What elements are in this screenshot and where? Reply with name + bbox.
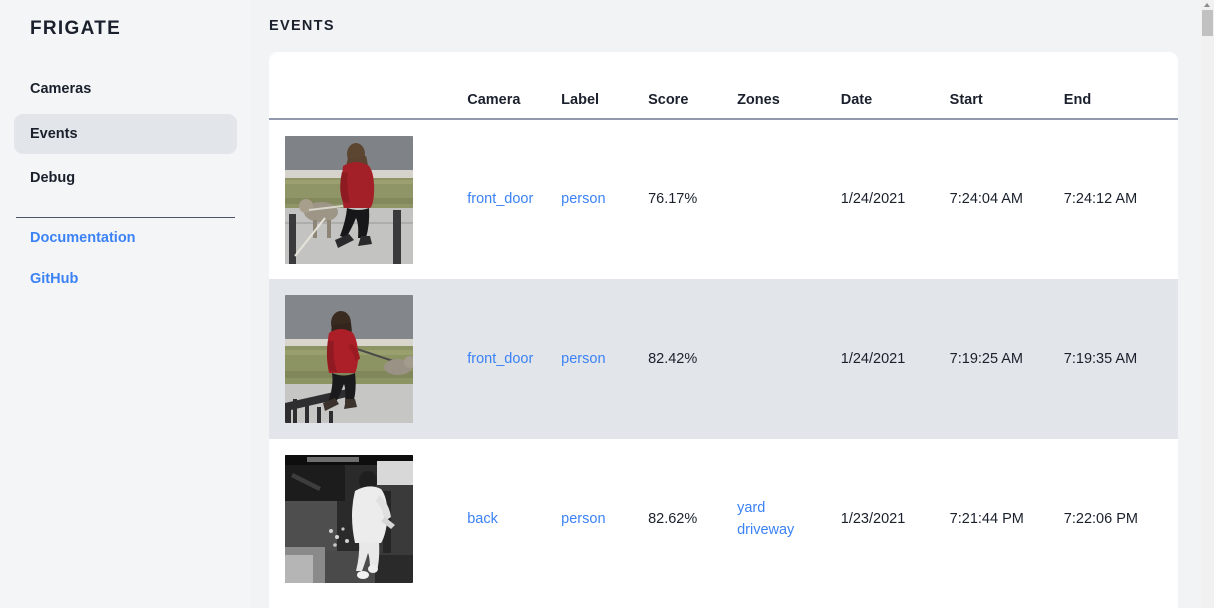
event-end-cell: 7:22:06 PM bbox=[1063, 510, 1138, 527]
events-card: Camera Label Score Zones Date Start End bbox=[269, 52, 1178, 608]
event-score-cell: 76.17% bbox=[648, 191, 698, 208]
column-header-end[interactable]: End bbox=[1063, 52, 1178, 120]
scroll-up-arrow-icon[interactable] bbox=[1202, 0, 1213, 10]
event-thumbnail-cell bbox=[269, 119, 451, 279]
event-label-cell: person bbox=[561, 279, 648, 439]
sidebar-item-debug[interactable]: Debug bbox=[30, 170, 76, 187]
event-score-cell: 82.42% bbox=[648, 350, 698, 367]
column-header-thumbnail bbox=[269, 52, 452, 120]
sidebar-link-documentation[interactable]: Documentation bbox=[30, 230, 136, 247]
event-camera-link[interactable]: back bbox=[467, 510, 498, 527]
events-table: Camera Label Score Zones Date Start End bbox=[269, 52, 1178, 599]
column-header-zones[interactable]: Zones bbox=[737, 52, 841, 120]
sidebar-link-github[interactable]: GitHub bbox=[30, 271, 79, 288]
column-header-label[interactable]: Label bbox=[561, 52, 649, 120]
event-label-cell: person bbox=[561, 439, 648, 599]
event-end-cell: 7:24:12 AM bbox=[1063, 191, 1138, 208]
event-end-cell: 7:19:35 AM bbox=[1063, 350, 1138, 367]
table-row[interactable]: back person 82.62% yard driveway 1/23/20… bbox=[269, 439, 1178, 599]
event-camera-link[interactable]: front_door bbox=[467, 350, 534, 367]
event-camera-cell: front_door bbox=[451, 119, 561, 279]
column-header-date[interactable]: Date bbox=[840, 52, 950, 120]
event-camera-cell: front_door bbox=[451, 279, 561, 439]
event-thumbnail-cell bbox=[269, 279, 451, 439]
event-start-cell: 7:24:04 AM bbox=[949, 191, 1024, 208]
app-brand-title: FRIGATE bbox=[30, 18, 122, 39]
events-table-header: Camera Label Score Zones Date Start End bbox=[269, 52, 1178, 120]
event-zones-cell bbox=[737, 119, 841, 279]
event-date-cell: 1/24/2021 bbox=[840, 350, 906, 367]
event-thumbnail-cell bbox=[269, 439, 451, 599]
event-thumbnail-image[interactable] bbox=[285, 295, 413, 423]
page-scrollbar[interactable] bbox=[1201, 0, 1214, 608]
event-zones-cell bbox=[737, 279, 841, 439]
main-content: EVENTS Camera Label Score Zones Date Sta… bbox=[251, 0, 1214, 608]
page-title: EVENTS bbox=[269, 18, 335, 34]
column-header-camera[interactable]: Camera bbox=[451, 52, 562, 120]
table-row[interactable]: front_door person 76.17% 1/24/2021 7:24:… bbox=[269, 119, 1178, 279]
scrollbar-thumb[interactable] bbox=[1202, 10, 1213, 36]
header-row: Camera Label Score Zones Date Start End bbox=[269, 52, 1178, 120]
event-thumbnail-image[interactable] bbox=[285, 455, 413, 583]
table-row[interactable]: front_door person 82.42% 1/24/2021 7:19:… bbox=[269, 279, 1178, 439]
sidebar-nav: Cameras Events Debug Documentation GitHu… bbox=[14, 69, 237, 300]
column-header-start[interactable]: Start bbox=[949, 52, 1064, 120]
events-table-body: front_door person 76.17% 1/24/2021 7:24:… bbox=[269, 119, 1178, 599]
event-label-link[interactable]: person bbox=[561, 350, 606, 367]
event-label-link[interactable]: person bbox=[561, 510, 606, 527]
sidebar-divider bbox=[16, 217, 235, 219]
event-camera-cell: back bbox=[451, 439, 561, 599]
event-start-cell: 7:21:44 PM bbox=[949, 510, 1024, 527]
event-zones-cell: yard driveway bbox=[737, 439, 841, 599]
event-label-link[interactable]: person bbox=[561, 191, 606, 208]
event-thumbnail-image[interactable] bbox=[285, 135, 413, 264]
sidebar-item-cameras[interactable]: Cameras bbox=[30, 80, 92, 97]
event-score-cell: 82.62% bbox=[648, 510, 698, 527]
sidebar: FRIGATE Cameras Events Debug Documentati… bbox=[0, 0, 251, 608]
sidebar-item-events[interactable]: Events bbox=[14, 113, 237, 155]
event-label-cell: person bbox=[561, 119, 648, 279]
event-zone-link-driveway[interactable]: driveway bbox=[737, 522, 795, 538]
event-zone-link-yard[interactable]: yard bbox=[737, 499, 766, 516]
event-date-cell: 1/24/2021 bbox=[840, 191, 906, 208]
column-header-score[interactable]: Score bbox=[648, 52, 738, 120]
event-camera-link[interactable]: front_door bbox=[467, 191, 534, 208]
event-start-cell: 7:19:25 AM bbox=[949, 350, 1024, 367]
event-date-cell: 1/23/2021 bbox=[840, 510, 906, 527]
